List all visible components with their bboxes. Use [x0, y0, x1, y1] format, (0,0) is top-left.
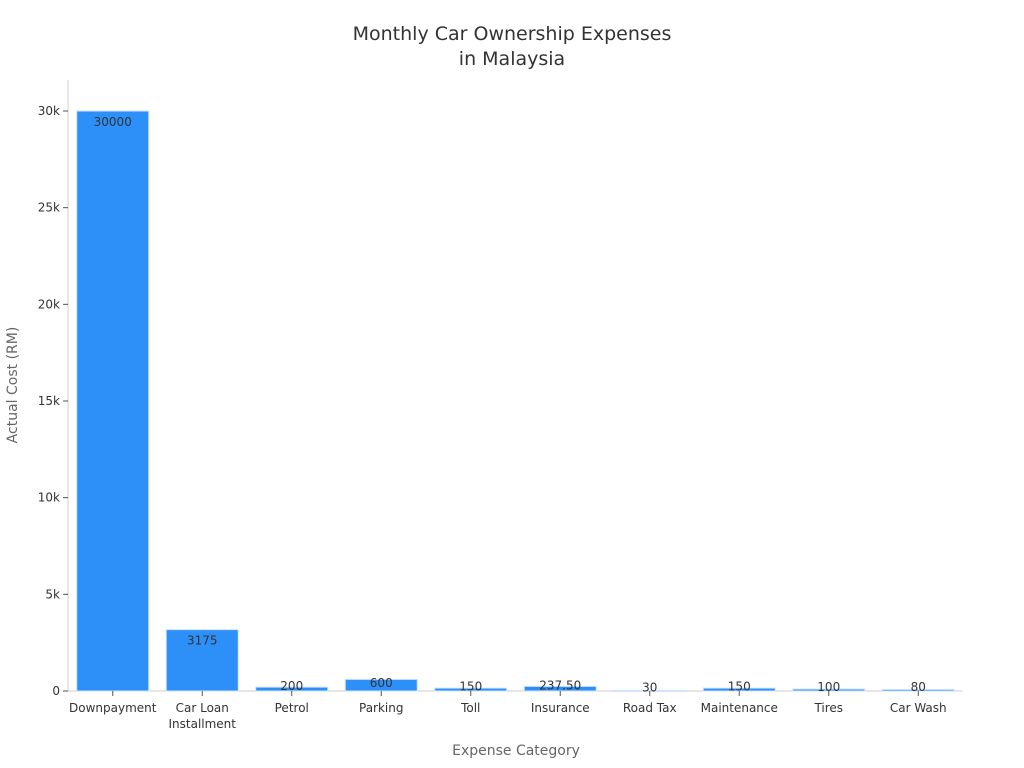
x-tick-label: Car Loan — [176, 701, 229, 715]
data-label: 100 — [817, 680, 840, 694]
x-tick-label: Toll — [460, 701, 480, 715]
x-tick-label: Car Wash — [890, 701, 947, 715]
x-tick-label: Insurance — [531, 701, 590, 715]
data-label: 30 — [642, 681, 657, 695]
y-tick-label: 5k — [45, 587, 60, 601]
y-tick-label: 15k — [38, 394, 60, 408]
x-tick-label: Petrol — [275, 701, 309, 715]
data-label: 30000 — [94, 115, 132, 129]
data-label: 80 — [911, 680, 926, 694]
x-tick-label: Maintenance — [701, 701, 778, 715]
data-label: 3175 — [187, 634, 218, 648]
x-tick-label: Parking — [359, 701, 404, 715]
x-axis-label: Expense Category — [452, 743, 580, 759]
x-tick-label: Downpayment — [69, 701, 157, 715]
y-tick-label: 25k — [38, 201, 60, 215]
bar — [76, 110, 150, 692]
x-tick-label: Installment — [168, 717, 236, 731]
y-tick-label: 10k — [38, 491, 60, 505]
y-axis-label: Actual Cost (RM) — [5, 327, 21, 444]
chart-title: in Malaysia — [459, 48, 565, 70]
data-label: 200 — [280, 679, 303, 693]
data-label: 600 — [370, 676, 393, 690]
y-tick-label: 30k — [38, 104, 60, 118]
y-tick-label: 0 — [52, 684, 60, 698]
chart-title: Monthly Car Ownership Expenses — [353, 23, 672, 45]
x-tick-label: Tires — [813, 701, 843, 715]
bar — [165, 629, 239, 692]
data-label: 150 — [728, 680, 751, 694]
data-label: 237.50 — [539, 679, 581, 693]
y-tick-label: 20k — [38, 297, 60, 311]
data-label: 150 — [459, 680, 482, 694]
x-tick-label: Road Tax — [623, 701, 677, 715]
